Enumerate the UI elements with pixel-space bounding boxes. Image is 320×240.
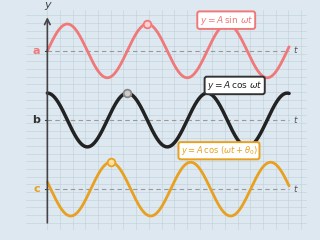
Text: $y = A\,\sin\,\omega t$: $y = A\,\sin\,\omega t$ [200,14,253,27]
Text: b: b [32,115,40,125]
Text: p: p [108,157,112,162]
Text: y: y [44,0,51,10]
Text: p: p [144,18,148,24]
Text: $y = A\,\cos\,(\omega t + \theta_0)$: $y = A\,\cos\,(\omega t + \theta_0)$ [180,144,257,157]
Text: a: a [33,46,40,56]
Text: c: c [34,184,40,194]
Text: t: t [294,46,297,55]
Text: p: p [124,88,128,93]
Text: t: t [294,185,297,194]
Text: t: t [294,115,297,125]
Text: $y = A\,\cos\,\omega t$: $y = A\,\cos\,\omega t$ [207,79,262,92]
